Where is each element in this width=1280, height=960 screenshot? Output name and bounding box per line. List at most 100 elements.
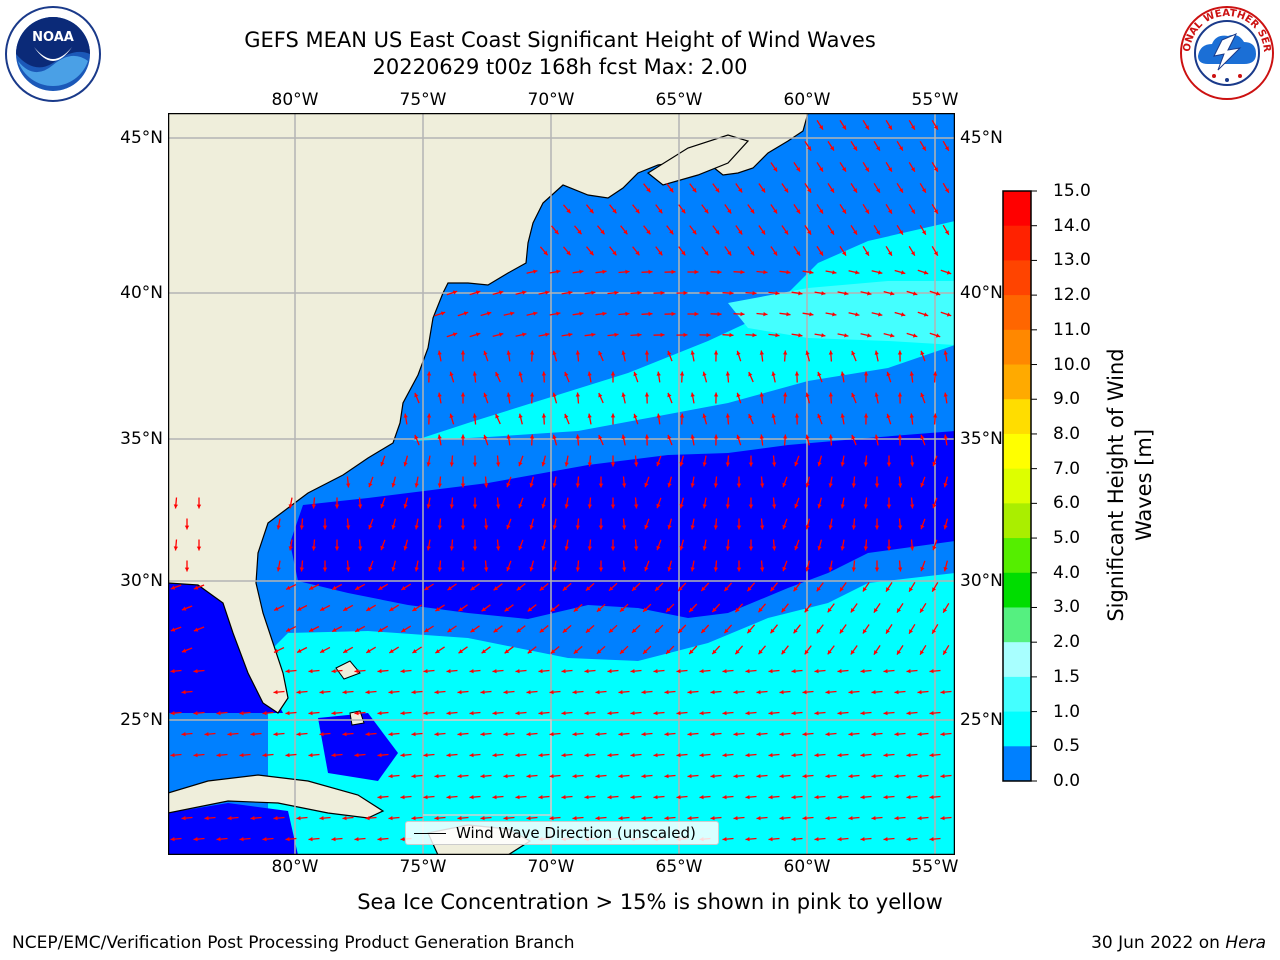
wave-arrow-head	[389, 649, 394, 653]
wave-arrow-head	[830, 188, 834, 193]
wave-arrow-head	[614, 290, 619, 295]
wave-arrow-head	[334, 546, 340, 551]
colorbar-tick-label: 0.5	[1053, 736, 1081, 757]
wave-arrow-head	[692, 230, 697, 235]
wave-arrow-head	[656, 545, 661, 551]
wave-arrow-head	[311, 504, 316, 509]
chart-subtitle: 20220629 t00z 168h fcst Max: 2.00	[372, 55, 748, 79]
wave-arrow-head	[355, 627, 360, 632]
wave-arrow-head	[791, 753, 796, 758]
wave-arrow-head	[699, 795, 704, 800]
wave-arrow-head	[414, 567, 419, 572]
colorbar-segment	[1003, 538, 1031, 574]
wave-arrow-head	[529, 350, 535, 355]
lat-label-left: 25°N	[120, 710, 163, 730]
wave-arrow-head	[679, 413, 685, 418]
wave-arrow-head	[543, 250, 548, 256]
colorbar-tick-label: 8.0	[1053, 423, 1081, 444]
wave-arrow-head	[793, 628, 798, 634]
wave-arrow-head	[805, 392, 810, 398]
wave-arrow-head	[469, 711, 474, 716]
wave-arrow-head	[756, 690, 761, 695]
wave-arrow-head	[735, 649, 740, 655]
wave-arrow-head	[747, 628, 752, 634]
wave-arrow-head	[503, 690, 508, 695]
wave-arrow-head	[193, 585, 199, 590]
wave-arrow-head	[483, 434, 488, 440]
wave-arrow-head	[832, 312, 837, 317]
wave-arrow-head	[933, 413, 938, 418]
wave-arrow-head	[472, 413, 477, 418]
wave-arrow-head	[518, 413, 523, 418]
lon-label-top: 55°W	[911, 90, 959, 110]
wave-arrow-head	[911, 167, 915, 172]
wave-arrow-head	[710, 690, 715, 695]
wave-arrow-head	[932, 545, 937, 551]
wave-arrow-head	[424, 586, 429, 590]
wave-arrow-head	[319, 816, 324, 821]
wave-arrow-head	[452, 332, 458, 337]
wave-arrow-head	[584, 711, 589, 716]
wave-arrow-head	[819, 251, 823, 256]
wave-arrow-head	[516, 586, 522, 591]
colorbar-tick-label: 10.0	[1053, 354, 1091, 375]
colorbar-tick-label: 15.0	[1053, 181, 1091, 201]
wave-arrow-head	[699, 711, 704, 716]
wave-arrow-head	[920, 524, 925, 530]
wave-arrow-head	[725, 371, 730, 376]
legend-label: Wind Wave Direction (unscaled)	[456, 824, 696, 842]
wave-arrow-head	[794, 413, 800, 418]
wave-arrow-head	[752, 291, 757, 296]
colorbar-tick-label: 6.0	[1053, 493, 1081, 514]
wave-arrow-head	[447, 586, 452, 591]
lon-label-top: 70°W	[527, 90, 575, 110]
wave-arrow-head	[411, 774, 416, 779]
wave-arrow-head	[664, 774, 669, 779]
wave-arrow-head	[460, 350, 466, 355]
wave-arrow-head	[614, 332, 619, 337]
wave-arrow-head	[331, 753, 336, 758]
wave-arrow-head	[515, 753, 520, 758]
wave-arrow-head	[760, 567, 765, 572]
wave-arrow-head	[193, 753, 198, 758]
wave-arrow-head	[702, 413, 707, 419]
wave-arrow-head	[817, 371, 822, 377]
wave-arrow-head	[745, 795, 750, 800]
colorbar-tick-label: 11.0	[1053, 319, 1091, 340]
wave-arrow-head	[529, 566, 534, 572]
wave-arrow-head	[855, 270, 860, 275]
wave-arrow-head	[607, 669, 612, 674]
wave-arrow-head	[595, 816, 600, 821]
wave-arrow-head	[623, 229, 628, 235]
wave-arrow-head	[940, 816, 945, 821]
wave-arrow-head	[648, 269, 653, 275]
wave-arrow-head	[860, 837, 865, 842]
wave-arrow-head	[602, 311, 607, 316]
wave-arrow-head	[564, 371, 569, 377]
wave-arrow-head	[786, 270, 791, 275]
wave-arrow-head	[193, 669, 198, 674]
wave-arrow-head	[538, 711, 543, 716]
wave-arrow-head	[717, 269, 722, 275]
wave-arrow-head	[564, 413, 569, 419]
wave-arrow-head	[653, 711, 658, 716]
wave-arrow-head	[653, 753, 658, 758]
wave-arrow-head	[897, 608, 901, 613]
wave-arrow-head	[472, 462, 478, 467]
wave-arrow-head	[867, 291, 872, 296]
wave-arrow-head	[472, 546, 478, 551]
wave-arrow-head	[319, 690, 324, 695]
wave-arrow-head	[170, 669, 175, 674]
wave-arrow-head	[929, 837, 934, 842]
wave-arrow-head	[782, 482, 787, 488]
wave-arrow-head	[736, 350, 741, 356]
wave-band-0-0.5-caribbean	[168, 803, 298, 855]
wave-arrow-head	[669, 229, 674, 235]
wave-arrow-head	[193, 837, 198, 842]
wave-arrow-head	[862, 587, 867, 592]
wave-arrow-head	[779, 816, 784, 821]
wave-arrow-head	[851, 434, 856, 440]
wave-arrow-head	[871, 690, 876, 695]
wave-arrow-head	[539, 586, 545, 591]
wave-arrow-head	[286, 585, 291, 590]
